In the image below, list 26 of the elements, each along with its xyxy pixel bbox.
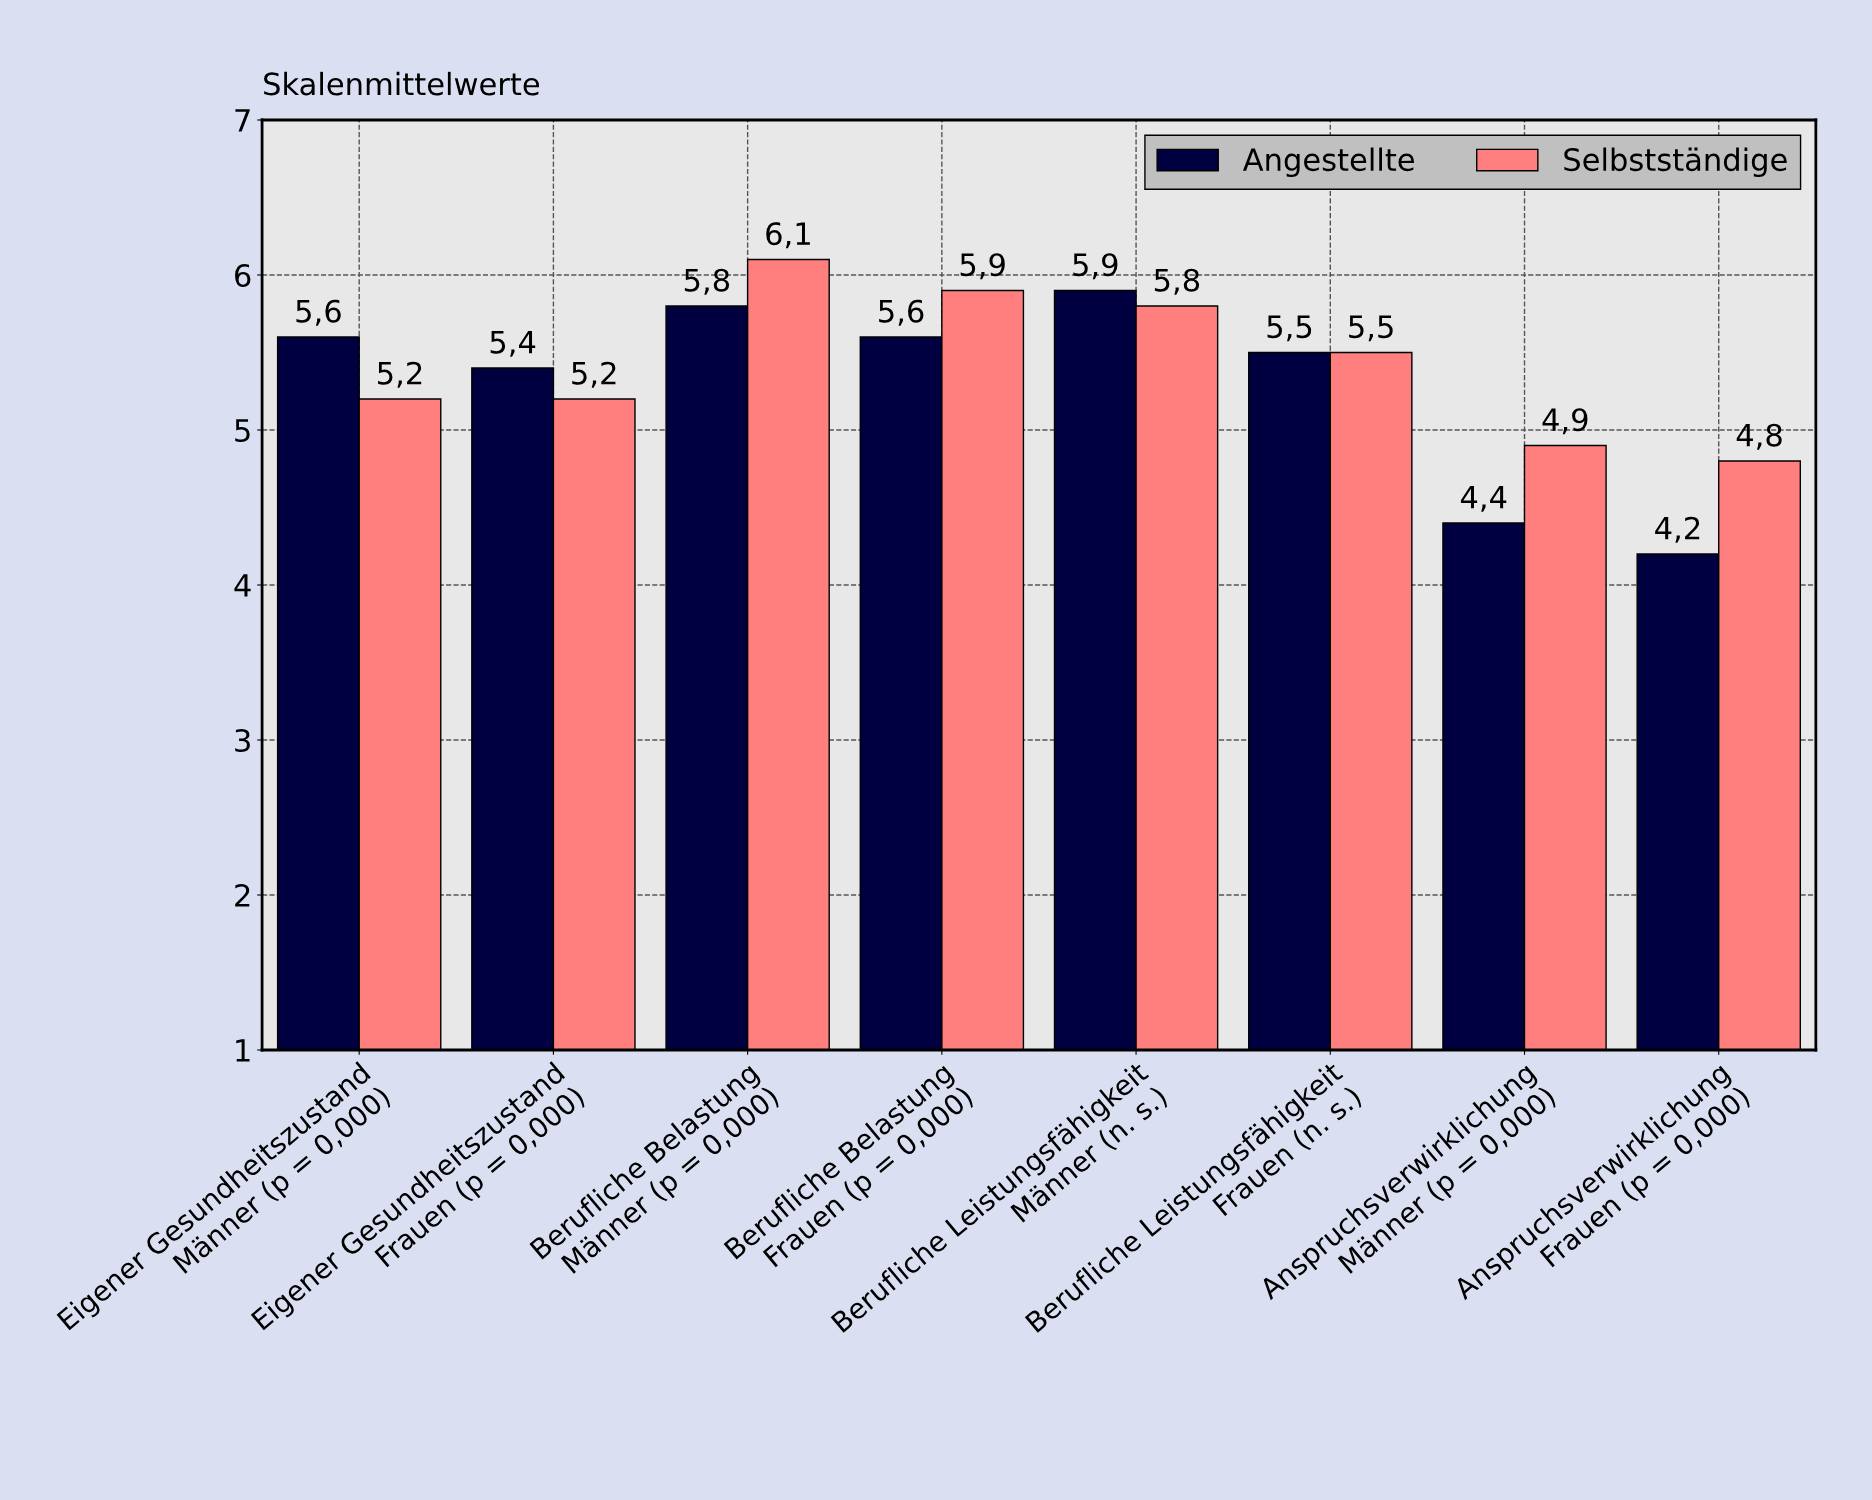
- data-label: 5,8: [684, 268, 730, 295]
- data-label: 4,2: [1655, 516, 1700, 543]
- data-label: 5,8: [1154, 268, 1200, 295]
- data-label: 5,2: [378, 361, 422, 388]
- data-label: 5,6: [296, 299, 341, 326]
- y-tick-label: 6: [235, 263, 251, 288]
- data-label: 5,6: [879, 299, 924, 326]
- y-tick-label: 5: [235, 419, 250, 443]
- legend-label: Selbstständige: [1564, 147, 1787, 178]
- data-label: 6,1: [766, 222, 810, 249]
- y-tick-label: 4: [234, 574, 251, 597]
- y-axis-title: Skalenmittelwerte: [264, 71, 540, 96]
- y-tick-label: 2: [235, 883, 250, 907]
- data-label: 5,9: [1073, 253, 1118, 280]
- y-tick-label: 7: [235, 109, 250, 132]
- y-tick-label: 1: [236, 1039, 250, 1062]
- data-label: 4,8: [1736, 423, 1782, 450]
- data-label: 4,9: [1542, 408, 1588, 435]
- legend-label: Angestellte: [1242, 147, 1414, 178]
- y-tick-label: 3: [235, 728, 250, 753]
- data-label: 5,2: [572, 361, 616, 388]
- data-label: 5,9: [960, 253, 1005, 280]
- data-label: 5,4: [490, 331, 536, 357]
- data-label: 5,5: [1267, 315, 1312, 342]
- data-label: 4,4: [1460, 486, 1507, 512]
- data-label: 5,5: [1349, 315, 1393, 342]
